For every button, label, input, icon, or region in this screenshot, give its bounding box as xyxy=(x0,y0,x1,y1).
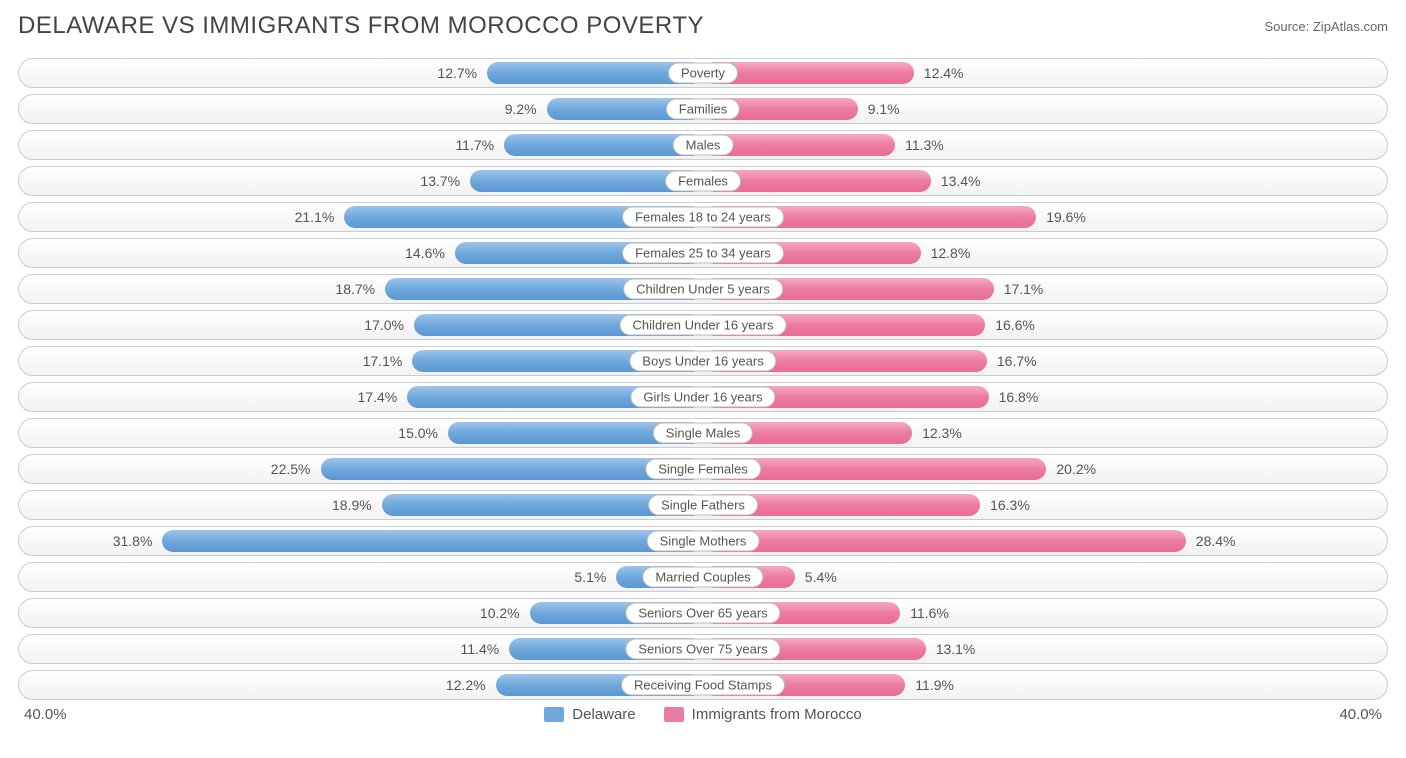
value-right: 16.7% xyxy=(991,350,1037,372)
chart-row: 13.7% 13.4% Females xyxy=(18,166,1388,196)
chart-row: 18.9% 16.3% Single Fathers xyxy=(18,490,1388,520)
chart-title: DELAWARE VS IMMIGRANTS FROM MOROCCO POVE… xyxy=(18,12,704,40)
chart-row: 5.1% 5.4% Married Couples xyxy=(18,562,1388,592)
category-label: Single Males xyxy=(653,423,753,444)
category-label: Poverty xyxy=(668,63,738,84)
value-left: 13.7% xyxy=(420,170,466,192)
chart-row: 14.6% 12.8% Females 25 to 34 years xyxy=(18,238,1388,268)
value-right: 28.4% xyxy=(1190,530,1236,552)
value-left: 14.6% xyxy=(405,242,451,264)
chart-row: 11.4% 13.1% Seniors Over 75 years xyxy=(18,634,1388,664)
category-label: Single Females xyxy=(645,459,761,480)
value-right: 16.6% xyxy=(989,314,1035,336)
category-label: Females xyxy=(665,171,741,192)
value-right: 11.3% xyxy=(899,134,944,156)
chart-row: 10.2% 11.6% Seniors Over 65 years xyxy=(18,598,1388,628)
value-left: 12.7% xyxy=(437,62,483,84)
category-label: Boys Under 16 years xyxy=(629,351,776,372)
chart-row: 15.0% 12.3% Single Males xyxy=(18,418,1388,448)
chart-row: 12.7% 12.4% Poverty xyxy=(18,58,1388,88)
chart-row: 17.4% 16.8% Girls Under 16 years xyxy=(18,382,1388,412)
value-right: 9.1% xyxy=(862,98,900,120)
chart-row: 17.0% 16.6% Children Under 16 years xyxy=(18,310,1388,340)
value-left: 17.4% xyxy=(358,386,404,408)
value-left: 31.8% xyxy=(113,530,159,552)
axis-row: 40.0% Delaware Immigrants from Morocco 4… xyxy=(18,706,1388,723)
category-label: Seniors Over 65 years xyxy=(625,603,780,624)
butterfly-chart: 12.7%12.4%Poverty9.2%9.1%Families11.7%11… xyxy=(18,58,1388,700)
legend-swatch-left xyxy=(544,707,564,722)
chart-row: 12.2% 11.9% Receiving Food Stamps xyxy=(18,670,1388,700)
value-right: 11.9% xyxy=(909,674,954,696)
value-right: 13.1% xyxy=(930,638,976,660)
chart-row: 18.7% 17.1% Children Under 5 years xyxy=(18,274,1388,304)
value-right: 17.1% xyxy=(998,278,1044,300)
legend-item-left: Delaware xyxy=(544,706,635,723)
value-left: 17.0% xyxy=(364,314,410,336)
legend-item-right: Immigrants from Morocco xyxy=(664,706,862,723)
category-label: Single Mothers xyxy=(647,531,760,552)
value-left: 11.4% xyxy=(461,638,506,660)
chart-source: Source: ZipAtlas.com xyxy=(1264,19,1388,34)
value-right: 12.8% xyxy=(925,242,971,264)
category-label: Females 18 to 24 years xyxy=(622,207,784,228)
value-right: 13.4% xyxy=(935,170,981,192)
value-right: 16.8% xyxy=(993,386,1039,408)
category-label: Single Fathers xyxy=(648,495,758,516)
bar-right xyxy=(703,530,1186,552)
value-left: 9.2% xyxy=(505,98,543,120)
bar-left xyxy=(162,530,703,552)
chart-row: 31.8% 28.4% Single Mothers xyxy=(18,526,1388,556)
category-label: Receiving Food Stamps xyxy=(621,675,785,696)
value-left: 11.7% xyxy=(455,134,500,156)
chart-row: 21.1% 19.6% Females 18 to 24 years xyxy=(18,202,1388,232)
category-label: Families xyxy=(666,99,740,120)
category-label: Married Couples xyxy=(642,567,763,588)
axis-left-value: 40.0% xyxy=(24,706,67,723)
value-right: 19.6% xyxy=(1040,206,1086,228)
value-left: 17.1% xyxy=(363,350,409,372)
category-label: Seniors Over 75 years xyxy=(625,639,780,660)
axis-right-value: 40.0% xyxy=(1339,706,1382,723)
category-label: Girls Under 16 years xyxy=(630,387,775,408)
legend-swatch-right xyxy=(664,707,684,722)
legend: Delaware Immigrants from Morocco xyxy=(544,706,861,723)
chart-row: 9.2% 9.1% Families xyxy=(18,94,1388,124)
legend-label-right: Immigrants from Morocco xyxy=(692,706,862,723)
value-right: 12.4% xyxy=(918,62,964,84)
value-left: 5.1% xyxy=(574,566,612,588)
value-left: 10.2% xyxy=(480,602,526,624)
category-label: Children Under 16 years xyxy=(620,315,787,336)
chart-row: 11.7% 11.3% Males xyxy=(18,130,1388,160)
chart-row: 17.1% 16.7% Boys Under 16 years xyxy=(18,346,1388,376)
value-left: 12.2% xyxy=(446,674,492,696)
value-right: 11.6% xyxy=(904,602,949,624)
value-right: 5.4% xyxy=(799,566,837,588)
legend-label-left: Delaware xyxy=(572,706,635,723)
value-right: 12.3% xyxy=(916,422,962,444)
value-left: 15.0% xyxy=(398,422,444,444)
chart-row: 22.5% 20.2% Single Females xyxy=(18,454,1388,484)
value-left: 18.7% xyxy=(335,278,381,300)
value-left: 22.5% xyxy=(271,458,317,480)
value-left: 21.1% xyxy=(295,206,341,228)
value-right: 20.2% xyxy=(1050,458,1096,480)
value-left: 18.9% xyxy=(332,494,378,516)
category-label: Children Under 5 years xyxy=(623,279,783,300)
category-label: Males xyxy=(673,135,734,156)
value-right: 16.3% xyxy=(984,494,1030,516)
category-label: Females 25 to 34 years xyxy=(622,243,784,264)
